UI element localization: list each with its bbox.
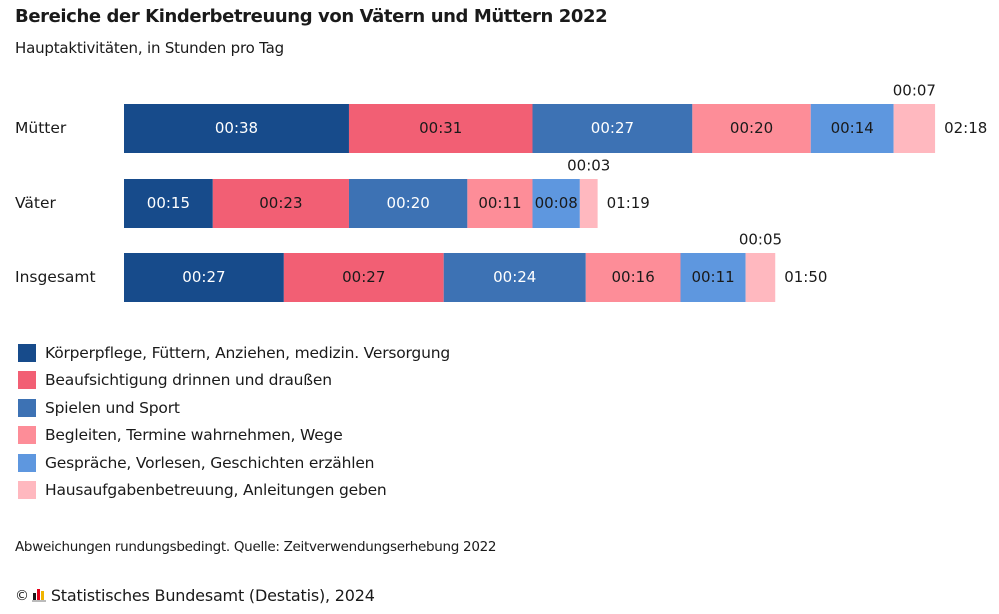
bar-segment xyxy=(348,179,468,228)
source-note: Abweichungen rundungsbedingt. Quelle: Ze… xyxy=(15,539,497,555)
legend-item: Beaufsichtigung drinnen und draußen xyxy=(18,367,450,395)
chart-subtitle: Hauptaktivitäten, in Stunden pro Tag xyxy=(15,39,284,57)
category-label: Mütter xyxy=(15,119,67,137)
legend-swatch xyxy=(18,426,36,445)
chart-title: Bereiche der Kinderbetreuung von Vätern … xyxy=(15,6,608,27)
data-label: 00:27 xyxy=(591,119,634,137)
data-label: 00:07 xyxy=(893,82,936,100)
footer: © Statistisches Bundesamt (Destatis), 20… xyxy=(15,586,375,605)
bar-segment xyxy=(579,179,598,228)
legend-item: Begleiten, Termine wahrnehmen, Wege xyxy=(18,422,450,450)
legend-item: Hausaufgabenbetreuung, Anleitungen geben xyxy=(18,477,450,505)
bar-segment xyxy=(532,179,580,228)
bar-segment xyxy=(680,253,746,302)
bar-segment xyxy=(810,104,894,153)
legend-swatch xyxy=(18,371,36,390)
destatis-logo-icon xyxy=(31,589,46,602)
data-label: 00:08 xyxy=(535,194,578,212)
bar-segment xyxy=(283,253,444,302)
chart-legend: Körperpflege, Füttern, Anziehen, medizin… xyxy=(18,339,450,504)
data-label: 00:31 xyxy=(419,119,462,137)
data-label: 00:15 xyxy=(147,194,190,212)
bar-segment xyxy=(443,253,586,302)
bar-segment xyxy=(692,104,811,153)
bar-segment xyxy=(745,253,776,302)
legend-item: Spielen und Sport xyxy=(18,394,450,422)
legend-swatch xyxy=(18,481,36,500)
data-label: 00:20 xyxy=(730,119,773,137)
bar-segment xyxy=(467,179,533,228)
legend-label: Spielen und Sport xyxy=(45,398,180,417)
bar-segment xyxy=(124,179,213,228)
legend-label: Beaufsichtigung drinnen und draußen xyxy=(45,371,332,390)
bar-segment xyxy=(585,253,681,302)
total-label: 01:19 xyxy=(607,194,650,212)
bar-segment xyxy=(532,104,693,153)
stacked-bar-chart: Mütter 00:38 00:31 00:27 00:20 00:14 00:07 02:1… xyxy=(15,82,987,302)
legend-item: Gespräche, Vorlesen, Geschichten erzähle… xyxy=(18,449,450,477)
data-label: 00:03 xyxy=(567,157,610,175)
copyright-icon: © xyxy=(15,587,29,604)
data-label: 00:38 xyxy=(215,119,258,137)
bar-segment xyxy=(893,104,936,153)
legend-swatch xyxy=(18,398,36,417)
footer-source: Statistisches Bundesamt (Destatis), 2024 xyxy=(50,586,375,605)
legend-swatch xyxy=(18,453,36,472)
data-label: 00:27 xyxy=(182,268,225,286)
total-label: 01:50 xyxy=(784,268,827,286)
data-label: 00:20 xyxy=(387,194,430,212)
data-label: 00:16 xyxy=(612,268,655,286)
category-label: Insgesamt xyxy=(15,268,96,286)
legend-label: Gespräche, Vorlesen, Geschichten erzähle… xyxy=(45,453,375,472)
legend-label: Körperpflege, Füttern, Anziehen, medizin… xyxy=(45,343,450,362)
bar-segment xyxy=(124,104,349,153)
category-label: Väter xyxy=(15,194,57,212)
logo-bar xyxy=(36,589,40,600)
data-label: 00:05 xyxy=(739,231,782,249)
bar-segment xyxy=(212,179,349,228)
logo-bar xyxy=(40,591,44,600)
legend-item: Körperpflege, Füttern, Anziehen, medizin… xyxy=(18,339,450,367)
data-label: 00:11 xyxy=(691,268,734,286)
data-label: 00:24 xyxy=(493,268,536,286)
logo-bar xyxy=(32,593,36,600)
data-label: 00:23 xyxy=(259,194,302,212)
data-label: 00:11 xyxy=(478,194,521,212)
bar-segment xyxy=(124,253,284,302)
legend-label: Begleiten, Termine wahrnehmen, Wege xyxy=(45,426,343,445)
legend-swatch xyxy=(18,343,36,362)
bar-segment xyxy=(348,104,533,153)
legend-label: Hausaufgabenbetreuung, Anleitungen geben xyxy=(45,481,387,500)
data-label: 00:27 xyxy=(342,268,385,286)
data-label: 00:14 xyxy=(831,119,874,137)
total-label: 02:18 xyxy=(944,119,987,137)
